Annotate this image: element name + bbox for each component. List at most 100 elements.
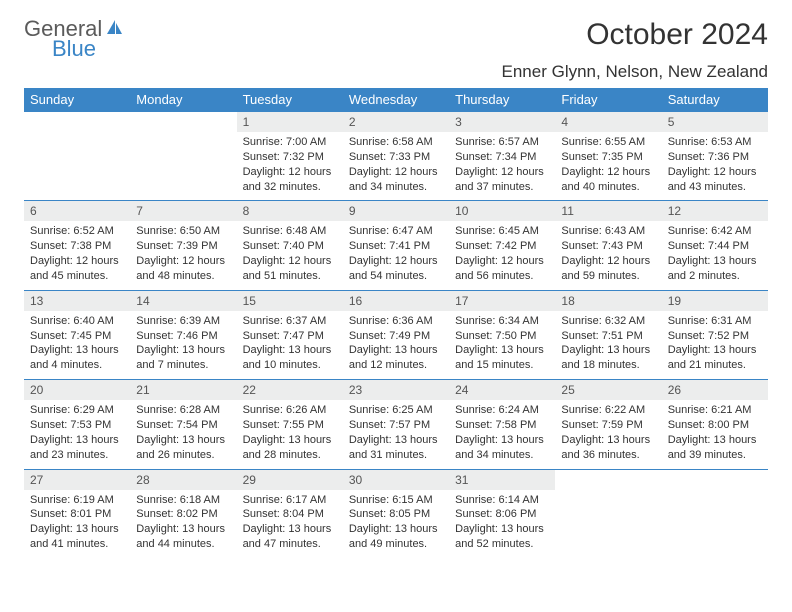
daylight-text-2: and 10 minutes. — [243, 358, 337, 373]
sunrise-text: Sunrise: 6:15 AM — [349, 493, 443, 508]
daylight-text-2: and 4 minutes. — [30, 358, 124, 373]
sunrise-text: Sunrise: 6:34 AM — [455, 314, 549, 329]
daylight-text-2: and 45 minutes. — [30, 269, 124, 284]
day-number-row: 20212223242526 — [24, 380, 768, 401]
sunset-text: Sunset: 7:55 PM — [243, 418, 337, 433]
daylight-text-2: and 28 minutes. — [243, 448, 337, 463]
daylight-text-2: and 41 minutes. — [30, 537, 124, 552]
daylight-text: Daylight: 12 hours — [243, 165, 337, 180]
daylight-text: Daylight: 13 hours — [668, 433, 762, 448]
sunset-text: Sunset: 7:50 PM — [455, 329, 549, 344]
day-number-cell: 27 — [24, 469, 130, 490]
day-number-cell: 24 — [449, 380, 555, 401]
daylight-text-2: and 43 minutes. — [668, 180, 762, 195]
sunrise-text: Sunrise: 6:36 AM — [349, 314, 443, 329]
calendar-table: SundayMondayTuesdayWednesdayThursdayFrid… — [24, 88, 768, 558]
logo-text2: Blue — [52, 38, 96, 60]
sunset-text: Sunset: 7:57 PM — [349, 418, 443, 433]
sunset-text: Sunset: 7:47 PM — [243, 329, 337, 344]
day-number-cell: 2 — [343, 112, 449, 133]
daylight-text: Daylight: 13 hours — [136, 433, 230, 448]
sunset-text: Sunset: 7:49 PM — [349, 329, 443, 344]
sunset-text: Sunset: 7:59 PM — [561, 418, 655, 433]
day-content-row: Sunrise: 6:52 AMSunset: 7:38 PMDaylight:… — [24, 221, 768, 290]
day-content-cell: Sunrise: 6:34 AMSunset: 7:50 PMDaylight:… — [449, 311, 555, 380]
day-content-cell: Sunrise: 6:58 AMSunset: 7:33 PMDaylight:… — [343, 132, 449, 201]
sunrise-text: Sunrise: 6:17 AM — [243, 493, 337, 508]
weekday-header: Sunday — [24, 88, 130, 112]
day-content-cell — [662, 490, 768, 558]
daylight-text-2: and 51 minutes. — [243, 269, 337, 284]
daylight-text-2: and 18 minutes. — [561, 358, 655, 373]
daylight-text: Daylight: 13 hours — [243, 522, 337, 537]
sunset-text: Sunset: 7:44 PM — [668, 239, 762, 254]
daylight-text: Daylight: 12 hours — [668, 165, 762, 180]
daylight-text-2: and 59 minutes. — [561, 269, 655, 284]
daylight-text: Daylight: 12 hours — [349, 165, 443, 180]
day-number-row: 6789101112 — [24, 201, 768, 222]
day-number-cell: 17 — [449, 290, 555, 311]
sunrise-text: Sunrise: 6:37 AM — [243, 314, 337, 329]
sunrise-text: Sunrise: 6:29 AM — [30, 403, 124, 418]
sunrise-text: Sunrise: 6:57 AM — [455, 135, 549, 150]
daylight-text-2: and 47 minutes. — [243, 537, 337, 552]
daylight-text: Daylight: 13 hours — [30, 343, 124, 358]
daylight-text: Daylight: 13 hours — [668, 343, 762, 358]
sunrise-text: Sunrise: 6:50 AM — [136, 224, 230, 239]
daylight-text-2: and 34 minutes. — [455, 448, 549, 463]
day-content-cell: Sunrise: 6:45 AMSunset: 7:42 PMDaylight:… — [449, 221, 555, 290]
day-content-row: Sunrise: 6:19 AMSunset: 8:01 PM Daylight:… — [24, 490, 768, 558]
daylight-text-2: and 56 minutes. — [455, 269, 549, 284]
weekday-header: Monday — [130, 88, 236, 112]
day-number-cell: 13 — [24, 290, 130, 311]
daylight-text: Daylight: 13 hours — [349, 433, 443, 448]
daylight-text: Daylight: 13 hours — [455, 433, 549, 448]
sunrise-text: Sunrise: 6:42 AM — [668, 224, 762, 239]
sunrise-text: Sunrise: 6:26 AM — [243, 403, 337, 418]
sunset-text: Sunset: 8:01 PM — [30, 507, 124, 522]
daylight-text-2: and 2 minutes. — [668, 269, 762, 284]
day-content-cell: Sunrise: 6:55 AMSunset: 7:35 PMDaylight:… — [555, 132, 661, 201]
sunset-text: Sunset: 7:39 PM — [136, 239, 230, 254]
daylight-text-2: and 54 minutes. — [349, 269, 443, 284]
sunset-text: Sunset: 7:43 PM — [561, 239, 655, 254]
day-number-cell: 18 — [555, 290, 661, 311]
month-title: October 2024 — [502, 18, 768, 52]
sunset-text: Sunset: 7:41 PM — [349, 239, 443, 254]
day-content-cell: Sunrise: 6:15 AMSunset: 8:05 PMDaylight:… — [343, 490, 449, 558]
sunrise-text: Sunrise: 7:00 AM — [243, 135, 337, 150]
day-number-cell: 16 — [343, 290, 449, 311]
day-content-cell: Sunrise: 6:36 AMSunset: 7:49 PMDaylight:… — [343, 311, 449, 380]
day-content-cell — [24, 132, 130, 201]
sunset-text: Sunset: 7:33 PM — [349, 150, 443, 165]
sunrise-text: Sunrise: 6:14 AM — [455, 493, 549, 508]
day-number-row: 13141516171819 — [24, 290, 768, 311]
day-number-cell: 10 — [449, 201, 555, 222]
day-content-cell: Sunrise: 6:24 AMSunset: 7:58 PMDaylight:… — [449, 400, 555, 469]
day-content-cell: Sunrise: 6:26 AMSunset: 7:55 PMDaylight:… — [237, 400, 343, 469]
day-content-cell: Sunrise: 6:32 AMSunset: 7:51 PMDaylight:… — [555, 311, 661, 380]
daylight-text: Daylight: 13 hours — [668, 254, 762, 269]
day-number-cell: 20 — [24, 380, 130, 401]
sunset-text: Sunset: 8:02 PM — [136, 507, 230, 522]
daylight-text-2: and 36 minutes. — [561, 448, 655, 463]
day-content-cell: Sunrise: 6:52 AMSunset: 7:38 PMDaylight:… — [24, 221, 130, 290]
day-content-cell: Sunrise: 6:37 AMSunset: 7:47 PMDaylight:… — [237, 311, 343, 380]
sunset-text: Sunset: 7:35 PM — [561, 150, 655, 165]
sunset-text: Sunset: 8:06 PM — [455, 507, 549, 522]
daylight-text: Daylight: 13 hours — [455, 522, 549, 537]
sunset-text: Sunset: 8:05 PM — [349, 507, 443, 522]
day-number-cell: 5 — [662, 112, 768, 133]
daylight-text-2: and 44 minutes. — [136, 537, 230, 552]
day-number-cell: 22 — [237, 380, 343, 401]
daylight-text: Daylight: 13 hours — [136, 522, 230, 537]
day-number-cell: 25 — [555, 380, 661, 401]
sunrise-text: Sunrise: 6:48 AM — [243, 224, 337, 239]
day-content-cell — [130, 132, 236, 201]
day-content-cell: Sunrise: 6:25 AMSunset: 7:57 PMDaylight:… — [343, 400, 449, 469]
sunrise-text: Sunrise: 6:19 AM — [30, 493, 124, 508]
sunset-text: Sunset: 8:00 PM — [668, 418, 762, 433]
daylight-text-2: and 52 minutes. — [455, 537, 549, 552]
sunset-text: Sunset: 7:46 PM — [136, 329, 230, 344]
day-number-cell: 31 — [449, 469, 555, 490]
